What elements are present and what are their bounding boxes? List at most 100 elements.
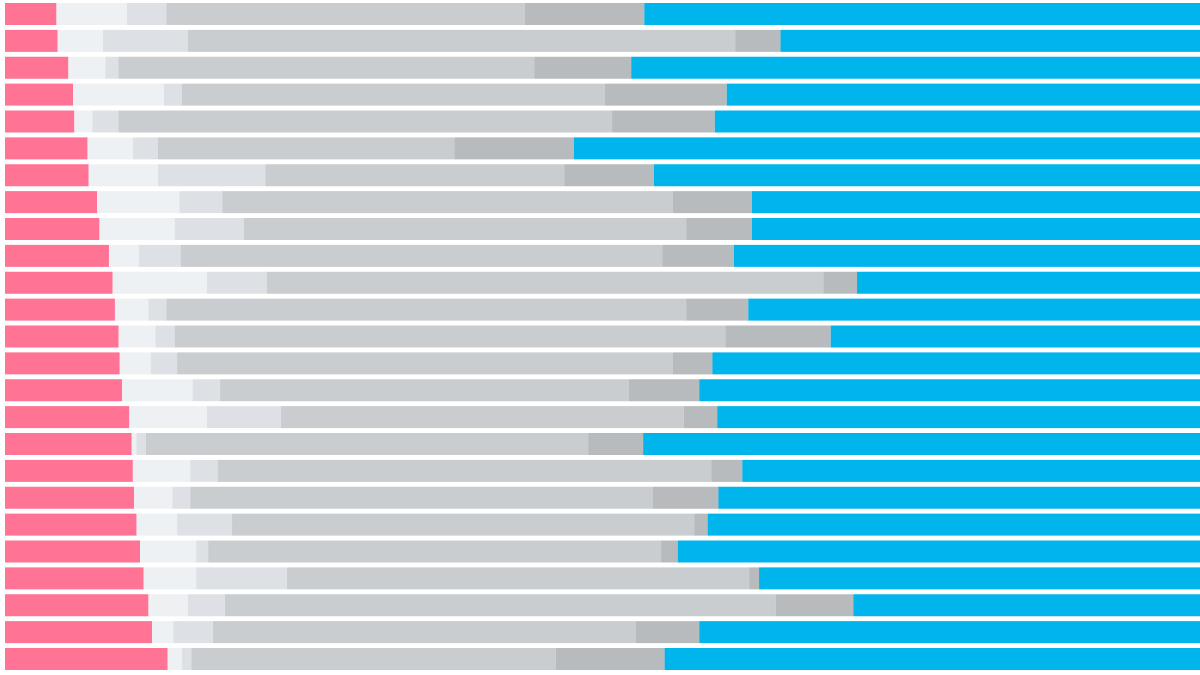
- bar-segment: [118, 325, 156, 348]
- bar-segment: [92, 110, 119, 133]
- bar-segment: [150, 352, 178, 375]
- bar-segment: [177, 513, 233, 536]
- bar-segment: [726, 83, 1200, 106]
- bar-segment: [208, 540, 662, 563]
- bar-segment: [673, 352, 713, 375]
- bar-segment: [190, 486, 653, 509]
- bar-segment: [5, 110, 75, 133]
- bar-segment: [217, 459, 712, 482]
- bar-segment: [105, 56, 119, 79]
- bar-segment: [5, 486, 135, 509]
- bar-segment: [673, 191, 752, 214]
- bar-segment: [190, 459, 218, 482]
- bar-segment: [733, 244, 1200, 267]
- bar-segment: [749, 567, 760, 590]
- bar-segment: [662, 244, 734, 267]
- bar-segment: [5, 137, 88, 160]
- bar-segment: [5, 29, 58, 52]
- bar-segment: [143, 567, 197, 590]
- bar-segment: [119, 352, 151, 375]
- bar-segment: [5, 594, 149, 617]
- bar-segment: [735, 29, 781, 52]
- bar-segment: [759, 567, 1200, 590]
- bar-segment: [5, 406, 130, 429]
- bar-segment: [5, 459, 133, 482]
- bar-segment: [5, 433, 132, 455]
- bar-segment: [707, 513, 1200, 536]
- bar-segment: [686, 298, 749, 321]
- bar-segment: [287, 567, 750, 590]
- bar-segment: [224, 594, 776, 617]
- bar-segment: [220, 379, 629, 402]
- bar-segment: [166, 298, 687, 321]
- bar-segment: [635, 621, 700, 644]
- bar-segment: [664, 648, 1200, 670]
- bar-segment: [686, 218, 752, 240]
- bar-segment: [573, 137, 1200, 160]
- bar-segment: [714, 110, 1200, 133]
- bar-segment: [717, 406, 1200, 429]
- bar-segment: [140, 540, 197, 563]
- bar-segment: [122, 379, 193, 402]
- bar-segment: [644, 3, 1200, 25]
- bar-segment: [157, 164, 266, 187]
- bar-segment: [102, 29, 188, 52]
- bar-segment: [174, 218, 244, 240]
- bar-segment: [780, 29, 1200, 52]
- bar-segment: [748, 298, 1200, 321]
- bar-segment: [129, 406, 207, 429]
- bar-segment: [114, 298, 149, 321]
- bar-segment: [718, 486, 1200, 509]
- bar-segment: [742, 459, 1200, 482]
- bar-segment: [222, 191, 674, 214]
- bar-segment: [118, 56, 535, 79]
- bar-segment: [775, 594, 854, 617]
- bar-segment: [5, 191, 98, 214]
- bar-segment: [711, 459, 743, 482]
- bar-segment: [148, 298, 167, 321]
- bar-segment: [712, 352, 1200, 375]
- bar-segment: [751, 191, 1200, 214]
- bar-segment: [126, 3, 167, 25]
- bar-segment: [179, 191, 223, 214]
- bar-segment: [192, 379, 221, 402]
- bar-segment: [631, 56, 1200, 79]
- bar-segment: [212, 621, 636, 644]
- bar-segment: [108, 244, 139, 267]
- bar-segment: [134, 486, 173, 509]
- bar-segment: [5, 540, 141, 563]
- bar-segment: [5, 271, 113, 294]
- bar-segment: [97, 191, 180, 214]
- bar-segment: [232, 513, 695, 536]
- bar-segment: [725, 325, 831, 348]
- bar-segment: [173, 621, 213, 644]
- bar-segment: [57, 29, 103, 52]
- bar-segment: [830, 325, 1200, 348]
- bar-segment: [166, 3, 525, 25]
- bar-segment: [751, 218, 1200, 240]
- bar-segment: [132, 137, 158, 160]
- bar-segment: [628, 379, 700, 402]
- bar-segment: [138, 244, 181, 267]
- bar-segment: [87, 137, 133, 160]
- bar-segment: [180, 244, 663, 267]
- bar-segment: [196, 540, 209, 563]
- bar-segment: [683, 406, 718, 429]
- bar-segment: [99, 218, 175, 240]
- bar-segment: [699, 621, 1200, 644]
- bar-segment: [206, 406, 282, 429]
- bar-segment: [244, 218, 687, 240]
- bar-segment: [5, 298, 115, 321]
- bar-segment: [266, 271, 824, 294]
- bar-segment: [56, 3, 127, 25]
- bar-segment: [454, 137, 574, 160]
- bar-segment: [163, 83, 182, 106]
- bar-segment: [5, 379, 123, 402]
- bar-segment: [167, 648, 182, 670]
- bar-segment: [5, 218, 100, 240]
- bar-segment: [643, 433, 1200, 455]
- bar-segment: [131, 433, 137, 455]
- bar-segment: [132, 459, 191, 482]
